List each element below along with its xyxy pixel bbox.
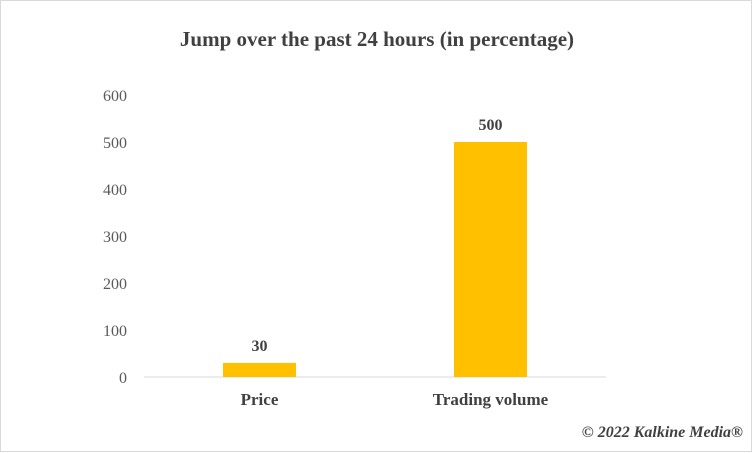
data-label: 30 bbox=[252, 338, 268, 355]
y-tick-label: 100 bbox=[103, 323, 127, 340]
data-labels: 30 500 bbox=[252, 117, 503, 355]
category-label: Trading volume bbox=[433, 390, 549, 409]
y-axis-ticks: 0 100 200 300 400 500 600 bbox=[103, 88, 127, 387]
data-label: 500 bbox=[479, 117, 503, 134]
copyright-notice: © 2022 Kalkine Media® bbox=[581, 424, 743, 441]
y-tick-label: 500 bbox=[103, 135, 127, 152]
y-tick-label: 0 bbox=[119, 370, 127, 387]
category-labels: Price Trading volume bbox=[241, 390, 549, 409]
y-tick-label: 300 bbox=[103, 229, 127, 246]
y-tick-label: 200 bbox=[103, 276, 127, 293]
y-tick-label: 400 bbox=[103, 182, 127, 199]
chart-title: Jump over the past 24 hours (in percenta… bbox=[179, 27, 575, 51]
bar bbox=[223, 362, 296, 377]
bars bbox=[223, 142, 527, 377]
category-label: Price bbox=[241, 390, 279, 409]
y-tick-label: 600 bbox=[103, 88, 127, 105]
bar bbox=[454, 142, 527, 377]
